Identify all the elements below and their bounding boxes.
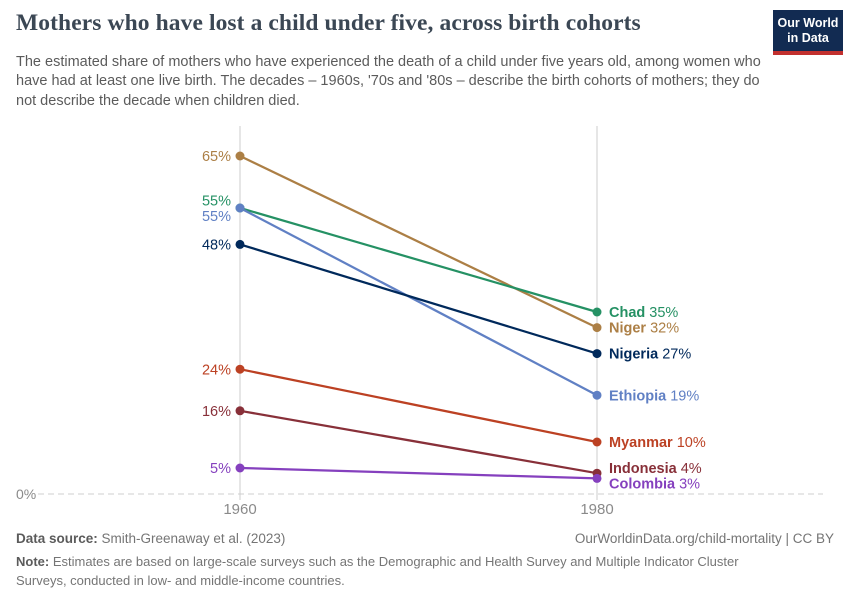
owid-logo[interactable]: Our World in Data	[773, 10, 843, 55]
owid-logo-stripe	[773, 51, 843, 55]
series-dot-start-indonesia	[235, 406, 245, 416]
series-line-colombia	[239, 466, 598, 480]
series-dot-start-colombia	[235, 463, 245, 473]
source-link[interactable]: OurWorldinData.org/child-mortality | CC …	[574, 531, 834, 546]
series-line-nigeria	[239, 243, 598, 355]
chart-subtitle: The estimated share of mothers who have …	[16, 54, 761, 109]
x-tick-label-1960: 1960	[223, 501, 256, 518]
start-value-label-indonesia: 16%	[202, 404, 231, 420]
series-dot-end-ethiopia	[592, 390, 602, 400]
note-label: Note:	[16, 554, 50, 569]
x-tick-label-1980: 1980	[580, 501, 613, 518]
end-label-colombia: Colombia 3%	[609, 477, 700, 493]
start-value-label-nigeria: 48%	[202, 237, 231, 253]
series-line-myanmar	[239, 368, 598, 444]
series-dot-end-colombia	[592, 473, 602, 483]
series-dot-start-myanmar	[235, 364, 245, 374]
owid-logo-line2: in Data	[787, 31, 829, 45]
baseline-label: 0%	[16, 486, 36, 502]
series-dot-end-nigeria	[592, 349, 602, 359]
start-value-label-chad: 55%	[202, 193, 231, 209]
end-label-indonesia: Indonesia 4%	[609, 461, 702, 477]
series-dot-end-chad	[592, 307, 602, 317]
start-value-label-colombia: 5%	[210, 461, 231, 477]
series-dot-start-niger	[235, 151, 245, 161]
start-value-label-ethiopia: 55%	[202, 209, 231, 225]
owid-logo-line1: Our World	[777, 16, 839, 30]
end-label-myanmar: Myanmar 10%	[609, 435, 706, 451]
series-dot-end-myanmar	[592, 437, 602, 447]
end-label-ethiopia: Ethiopia 19%	[609, 388, 699, 404]
series-line-indonesia	[239, 409, 598, 475]
series-dot-end-niger	[592, 323, 602, 333]
chart-note: Note: Estimates are based on large-scale…	[16, 553, 761, 591]
series-line-chad	[239, 206, 598, 314]
note-value: Estimates are based on large-scale surve…	[16, 554, 739, 588]
end-label-chad: Chad 35%	[609, 305, 678, 321]
data-source-label: Data source:	[16, 531, 98, 546]
series-line-niger	[239, 154, 598, 329]
end-label-niger: Niger 32%	[609, 321, 679, 337]
data-source-value: Smith-Greenaway et al. (2023)	[97, 531, 286, 546]
owid-logo-text: Our World in Data	[773, 10, 843, 51]
chart-title: Mothers who have lost a child under five…	[16, 10, 641, 36]
start-value-label-niger: 65%	[202, 149, 231, 165]
series-dot-start-ethiopia	[235, 203, 245, 213]
series-dot-start-nigeria	[235, 239, 245, 249]
series-line-ethiopia	[239, 207, 598, 397]
data-source: Data source: Smith-Greenaway et al. (202…	[16, 531, 285, 546]
start-value-label-myanmar: 24%	[202, 362, 231, 378]
chart-footer: Data source: Smith-Greenaway et al. (202…	[16, 531, 834, 546]
end-label-nigeria: Nigeria 27%	[609, 347, 691, 363]
